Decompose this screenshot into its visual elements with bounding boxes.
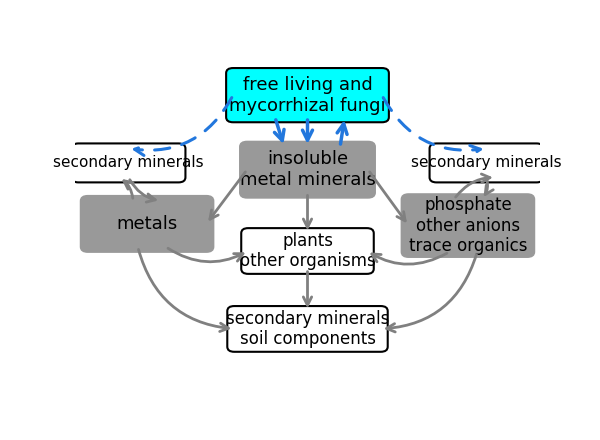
FancyBboxPatch shape: [227, 306, 388, 352]
FancyBboxPatch shape: [430, 143, 544, 183]
FancyArrowPatch shape: [124, 181, 133, 198]
FancyArrowPatch shape: [370, 172, 405, 221]
FancyArrowPatch shape: [455, 174, 490, 197]
Text: phosphate
other anions
trace organics: phosphate other anions trace organics: [409, 196, 527, 255]
FancyBboxPatch shape: [401, 194, 534, 257]
FancyArrowPatch shape: [274, 120, 284, 140]
FancyBboxPatch shape: [240, 142, 375, 198]
FancyArrowPatch shape: [168, 248, 243, 262]
FancyArrowPatch shape: [130, 180, 155, 202]
FancyArrowPatch shape: [304, 195, 311, 227]
Text: free living and
mycorrhizal fungi: free living and mycorrhizal fungi: [229, 76, 386, 114]
FancyArrowPatch shape: [372, 253, 447, 264]
Text: plants
other organisms: plants other organisms: [239, 231, 376, 271]
Text: secondary minerals: secondary minerals: [411, 155, 562, 170]
FancyArrowPatch shape: [304, 271, 311, 305]
FancyArrowPatch shape: [134, 98, 232, 155]
FancyArrowPatch shape: [302, 120, 313, 140]
FancyBboxPatch shape: [71, 143, 185, 183]
FancyArrowPatch shape: [485, 180, 493, 194]
FancyArrowPatch shape: [386, 254, 476, 332]
Text: secondary minerals: secondary minerals: [53, 155, 204, 170]
FancyArrowPatch shape: [139, 249, 229, 331]
Text: secondary minerals
soil components: secondary minerals soil components: [226, 309, 389, 348]
FancyArrowPatch shape: [383, 98, 481, 155]
Text: insoluble
metal minerals: insoluble metal minerals: [239, 150, 376, 189]
FancyArrowPatch shape: [337, 124, 347, 144]
FancyArrowPatch shape: [210, 172, 245, 219]
FancyBboxPatch shape: [226, 68, 389, 122]
FancyBboxPatch shape: [81, 196, 214, 252]
Text: metals: metals: [116, 215, 178, 233]
FancyBboxPatch shape: [241, 228, 374, 274]
